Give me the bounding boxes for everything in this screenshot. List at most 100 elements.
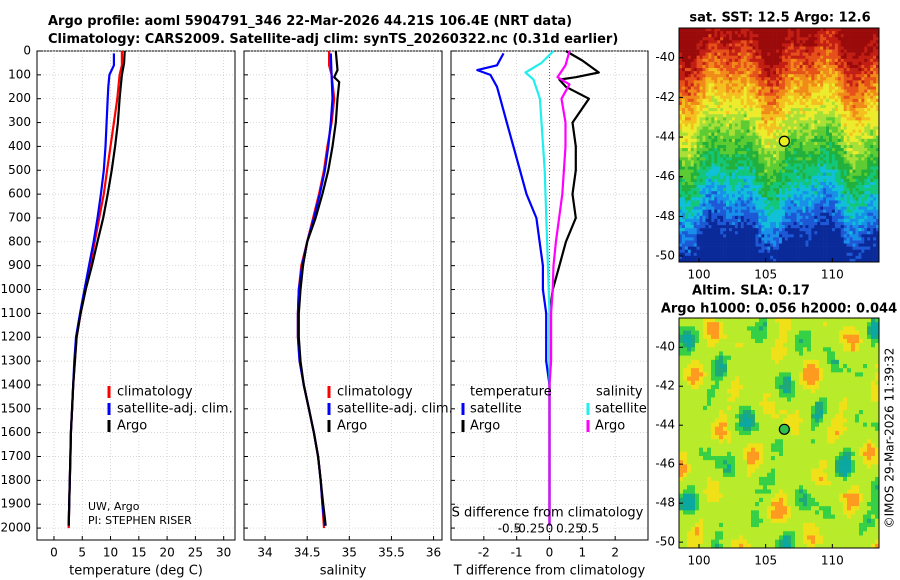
map-cell [746,135,750,140]
map-cell [779,68,783,72]
map-cell [781,49,786,53]
map-cell [679,151,683,155]
map-cell [711,160,715,164]
map-cell [829,218,833,223]
ytick-label: 1600 [0,425,31,439]
map-cell [808,49,812,53]
map-cell [714,237,718,241]
map-cell [726,28,730,32]
difference-profile-xtick-label: -2 [478,546,490,560]
map-cell [726,40,730,44]
map-cell [693,157,697,161]
map-cell [705,68,709,72]
map-cell [808,212,812,217]
map-cell [873,203,877,207]
map-cell [799,68,803,72]
map-cell [679,68,683,72]
map-cell [746,74,750,78]
map-cell [764,40,768,44]
map-cell [831,228,836,232]
map-cell [781,46,786,50]
temperature-profile-xtick-label: 0 [50,546,58,560]
map-cell [867,46,871,50]
map-cell [773,58,777,63]
map-cell [805,141,809,146]
map-cell [790,117,794,121]
map-cell [705,157,709,161]
map-cell [720,203,724,207]
map-cell [790,231,794,235]
map-cell [770,120,774,124]
map-cell [740,104,744,109]
map-cell [690,175,694,180]
map-cell [687,215,692,220]
map-cell [746,95,750,100]
map-cell [796,221,800,226]
map-cell [799,218,803,223]
map-cell [849,148,853,152]
map-cell [796,49,800,53]
map-cell [787,169,792,174]
map-cell [729,200,733,204]
map-cell [814,61,818,66]
map-cell [826,40,830,44]
map-cell [684,225,689,229]
map-cell [867,98,871,103]
map-cell [837,89,842,93]
map-cell [679,98,683,103]
map-cell [711,203,715,207]
map-cell [767,55,771,60]
map-cell [767,98,771,103]
map-cell [799,228,803,232]
map-cell [696,111,700,115]
map-cell [681,132,686,137]
map-cell [837,117,842,121]
map-cell [708,145,712,149]
map-cell [793,160,797,164]
map-cell [802,188,806,192]
map-cell [829,141,833,146]
map-cell [687,92,692,97]
ytick-label: 300 [8,115,31,129]
map-cell [729,43,733,47]
map-cell [808,74,812,78]
map-cell [802,172,806,177]
map-cell [784,52,789,57]
map-cell [746,237,750,241]
map-cell [793,181,797,186]
map-cell [779,225,783,229]
map-cell [767,203,771,207]
map-cell [696,151,700,155]
map-cell [734,111,739,115]
map-cell [831,46,836,50]
map-cell [843,181,847,186]
map-cell [802,104,806,109]
map-cell [799,104,803,109]
map-cell [820,120,824,124]
map-cell [823,98,827,103]
map-cell [846,225,850,229]
map-cell [852,129,856,133]
map-cell [855,68,859,72]
map-cell [681,151,686,155]
map-cell [876,178,880,183]
map-cell [781,154,786,158]
map-cell [814,172,818,177]
map-cell [843,37,847,41]
map-cell [814,114,818,118]
map-cell [699,185,703,189]
map-cell [679,163,683,167]
map-cell [837,129,842,133]
map-cell [761,138,765,143]
map-cell [814,74,818,78]
map-cell [776,163,780,167]
map-cell [743,46,747,50]
map-cell [776,123,780,127]
map-cell [781,231,786,235]
map-cell [787,120,792,124]
map-cell [855,212,859,217]
map-cell [867,231,871,235]
map-cell [820,111,824,115]
map-cell [729,194,733,198]
map-cell [805,185,809,189]
